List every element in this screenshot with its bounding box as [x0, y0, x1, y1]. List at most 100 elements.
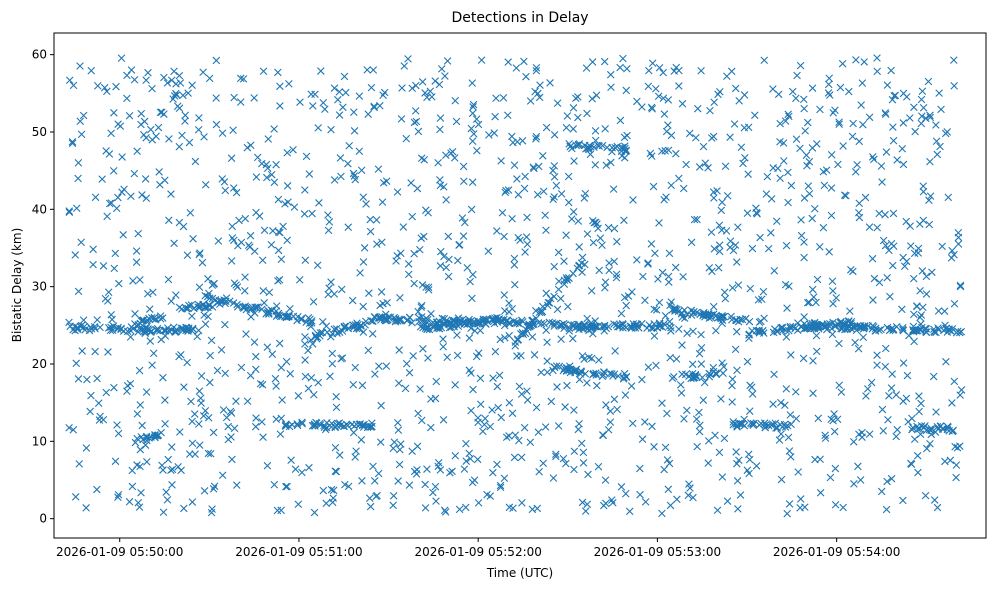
detection-marker — [619, 54, 627, 63]
detection-marker — [697, 66, 705, 75]
detection-marker — [185, 138, 194, 147]
detection-marker — [162, 488, 170, 496]
detection-marker — [412, 117, 421, 126]
detection-marker — [394, 426, 403, 434]
detection-marker — [748, 390, 757, 398]
detection-marker — [613, 237, 621, 246]
detection-marker — [197, 372, 206, 380]
detection-marker — [307, 90, 315, 99]
detection-marker — [794, 319, 802, 327]
detection-marker — [854, 344, 863, 353]
detection-marker — [107, 199, 116, 207]
detection-marker — [351, 363, 360, 372]
y-tick-label: 20 — [32, 357, 47, 371]
detection-marker — [133, 410, 142, 418]
detection-marker — [655, 63, 664, 72]
detection-marker — [563, 112, 572, 120]
detection-marker — [542, 123, 551, 132]
detection-marker — [486, 422, 495, 431]
detection-marker — [788, 87, 797, 96]
detection-marker — [786, 322, 795, 331]
detection-marker — [919, 187, 928, 196]
detection-marker — [878, 178, 886, 186]
detection-marker — [83, 375, 91, 384]
detection-marker — [734, 223, 742, 231]
detection-marker — [258, 418, 266, 426]
detection-marker — [651, 249, 659, 258]
detection-marker — [878, 405, 887, 414]
detection-marker — [906, 222, 914, 230]
detection-marker — [244, 241, 253, 250]
detection-marker — [191, 157, 200, 166]
detection-marker — [412, 470, 421, 478]
detection-marker — [382, 362, 391, 370]
detection-marker — [290, 203, 299, 211]
detection-marker — [845, 87, 853, 96]
detection-marker — [800, 238, 808, 246]
detection-marker — [93, 82, 102, 90]
detection-marker — [602, 401, 610, 409]
detection-marker — [899, 160, 908, 169]
y-tick-label: 40 — [32, 202, 47, 216]
detection-marker — [455, 505, 464, 514]
detection-marker — [173, 102, 182, 110]
detection-marker — [322, 322, 331, 330]
detection-marker — [930, 325, 938, 334]
detection-marker — [276, 82, 284, 91]
detection-marker — [119, 231, 127, 239]
detection-marker — [283, 148, 292, 157]
detection-marker — [792, 94, 800, 103]
detection-marker — [679, 184, 688, 193]
detection-marker — [294, 500, 303, 509]
detection-marker — [785, 282, 793, 290]
detection-marker — [201, 180, 210, 189]
detection-marker — [221, 186, 230, 195]
detection-marker — [594, 224, 602, 233]
detection-marker — [740, 123, 749, 132]
detection-marker — [662, 127, 671, 136]
detection-marker — [767, 228, 775, 237]
detection-marker — [610, 320, 618, 328]
detection-marker — [436, 125, 444, 134]
detection-marker — [847, 324, 855, 333]
detection-marker — [886, 292, 894, 301]
detection-marker — [179, 91, 187, 100]
detection-marker — [219, 406, 228, 414]
detection-marker — [612, 273, 621, 282]
detection-marker — [537, 368, 545, 377]
detection-marker — [667, 131, 676, 140]
detection-marker — [493, 318, 502, 326]
detection-marker — [269, 227, 277, 235]
detection-marker — [105, 199, 114, 208]
detection-marker — [873, 351, 881, 359]
detection-marker — [421, 89, 429, 97]
detection-marker — [731, 241, 740, 249]
detection-marker — [500, 232, 508, 241]
detection-marker — [718, 313, 726, 321]
detection-marker — [925, 196, 933, 204]
detection-marker — [699, 396, 708, 404]
detection-marker — [510, 254, 519, 263]
detection-marker — [417, 303, 425, 311]
detection-marker — [411, 107, 420, 115]
detection-marker — [175, 71, 184, 80]
detection-marker — [370, 103, 378, 112]
detection-marker — [432, 377, 441, 386]
detection-marker — [329, 486, 338, 495]
detection-marker — [168, 481, 176, 489]
detection-marker — [674, 174, 683, 183]
detection-marker — [800, 253, 808, 262]
detection-marker — [200, 133, 208, 141]
detection-marker — [470, 130, 478, 138]
detection-marker — [252, 365, 260, 374]
detection-marker — [581, 189, 590, 198]
detection-marker — [893, 425, 902, 434]
detection-marker — [146, 328, 155, 336]
detection-marker — [489, 314, 497, 323]
detection-marker — [104, 324, 113, 332]
detection-marker — [941, 129, 950, 138]
detection-marker — [748, 420, 756, 428]
detection-marker — [505, 299, 513, 307]
detection-marker — [914, 468, 922, 477]
